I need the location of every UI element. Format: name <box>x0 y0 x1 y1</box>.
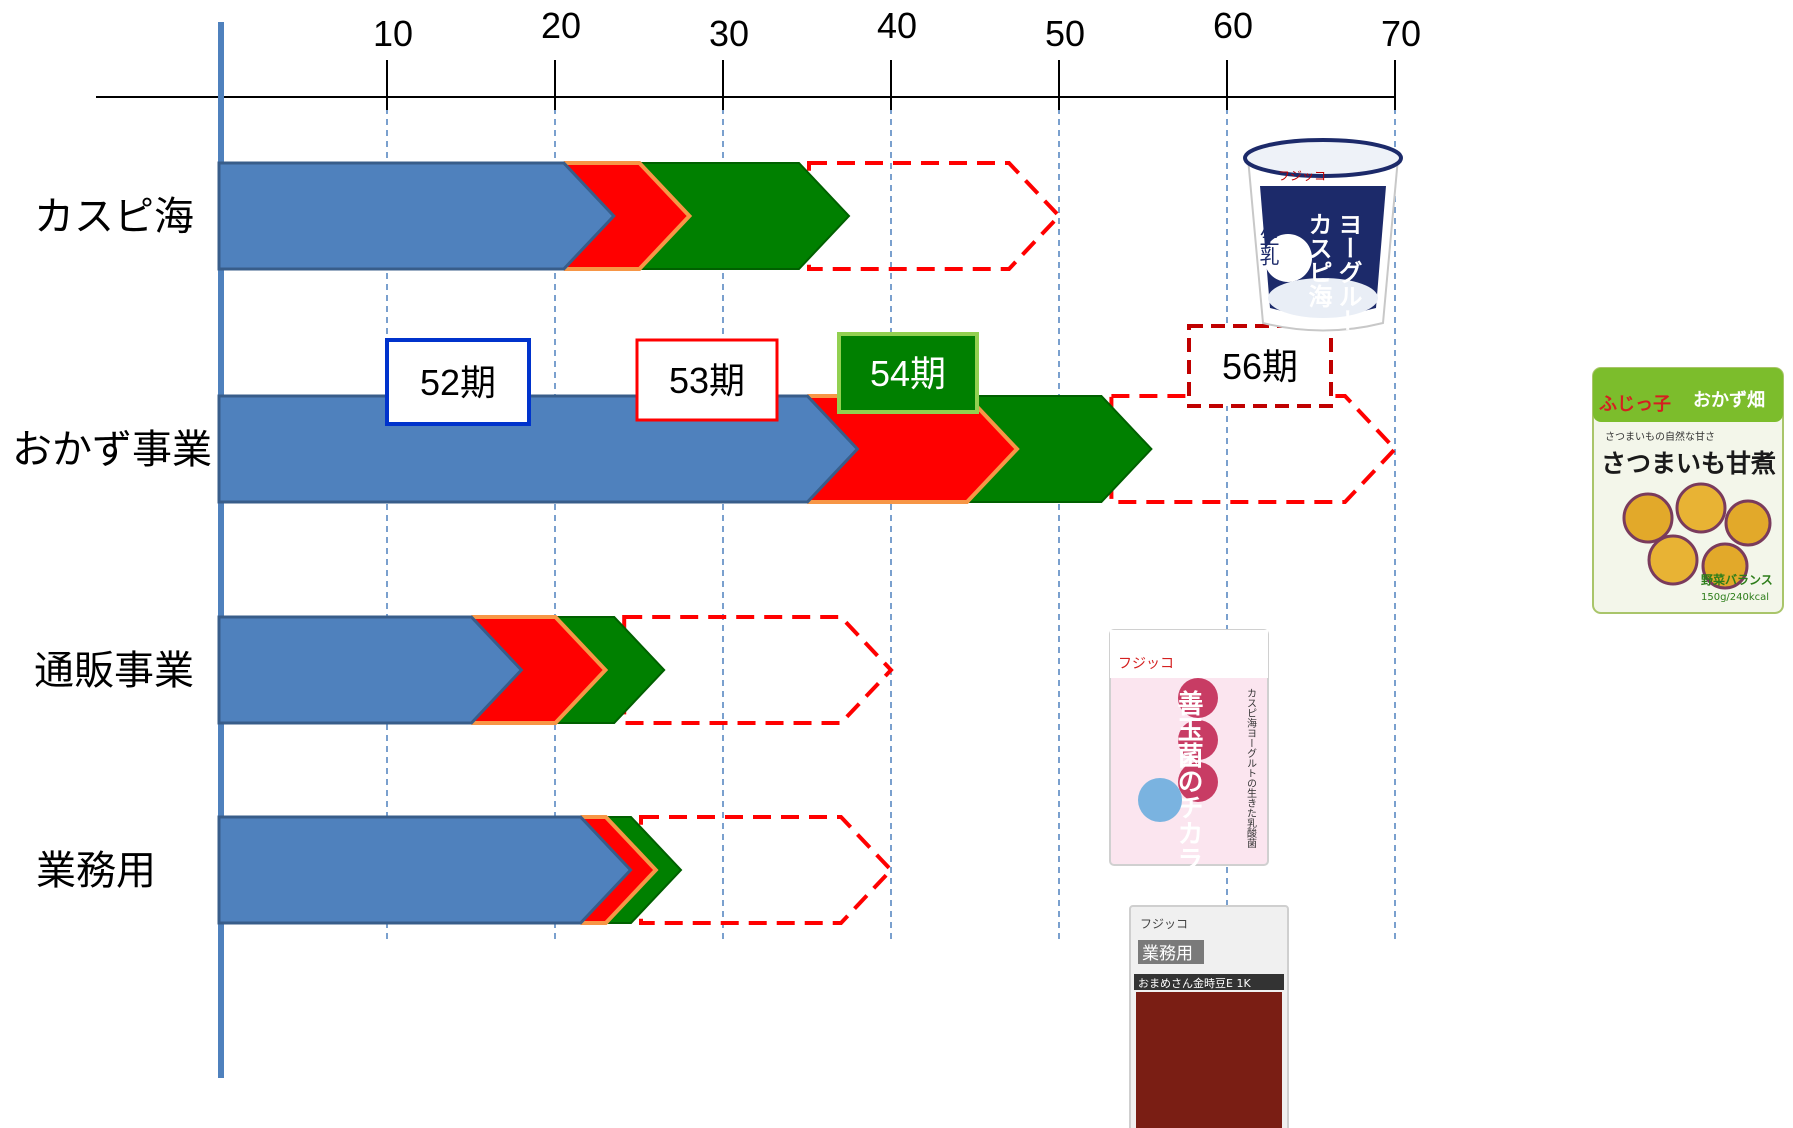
tick-label-20: 20 <box>541 5 581 46</box>
beans-pack-image: フジッコ 業務用 おまめさん金時豆E 1K <box>1129 905 1289 1128</box>
yogurt-title-text-2: ヨーグルト <box>1334 212 1362 332</box>
okazu-badge-text: おかず畑 <box>1693 390 1765 411</box>
category-label-0: カスピ海 <box>34 194 194 240</box>
legend-box-3 <box>1187 324 1333 408</box>
legend-box-0 <box>385 338 531 426</box>
yogurt-brand-text: フジッコ <box>1278 169 1326 183</box>
supplement-title-text: 善玉菌のチカラ <box>1173 689 1203 872</box>
bar-52-2 <box>217 615 524 725</box>
okazu-pack-image: ふじっ子 おかず畑 さつまいもの自然な甘さ さつまいも甘煮 野菜バランス 150… <box>1592 367 1784 614</box>
supplement-pack-image: フジッコ 善玉菌のチカラ カスピ海ヨーグルトの生きた乳酸菌 <box>1109 629 1269 872</box>
okazu-brand-text: ふじっ子 <box>1599 394 1671 415</box>
beans-brand-text: フジッコ <box>1140 917 1188 931</box>
bars <box>217 161 1398 925</box>
category-label-2: 通販事業 <box>34 648 194 694</box>
category-label-3: 業務用 <box>36 848 156 894</box>
legend-label-1: 53期 <box>669 360 745 401</box>
supplement-brand-text: フジッコ <box>1118 656 1174 672</box>
yogurt-sub-text: 生乳 <box>1256 226 1280 266</box>
legend-box-2 <box>837 332 979 414</box>
bar-52-0 <box>217 161 616 271</box>
okazu-weight-text: 150g/240kcal <box>1701 592 1769 603</box>
x-axis: 10 20 30 40 50 60 70 <box>96 5 1421 1078</box>
tick-label-50: 50 <box>1045 13 1085 54</box>
bar-52-1 <box>217 394 860 504</box>
legend-box-1 <box>635 338 779 422</box>
legend-label-3: 56期 <box>1222 346 1298 387</box>
bar-52-3 <box>217 815 633 925</box>
yogurt-title-text: カスピ海 <box>1304 212 1332 308</box>
legend-label-2: 54期 <box>870 353 946 394</box>
tick-label-30: 30 <box>709 13 749 54</box>
beans-label-text: おまめさん金時豆E 1K <box>1138 976 1251 990</box>
yogurt-cup-image: フジッコ カスピ海 ヨーグルト 生乳 <box>1243 138 1403 332</box>
legend-label-0: 52期 <box>420 362 496 403</box>
okazu-title-text: さつまいも甘煮 <box>1601 449 1776 478</box>
category-label-1: おかず事業 <box>12 427 212 473</box>
legend: 52期 53期 54期 56期 <box>385 324 1333 426</box>
tick-label-10: 10 <box>373 13 413 54</box>
beans-badge-text: 業務用 <box>1142 944 1193 964</box>
tick-label-60: 60 <box>1213 5 1253 46</box>
supplement-sub-text: カスピ海ヨーグルトの生きた乳酸菌 <box>1245 688 1257 849</box>
okazu-bottom-text: 野菜バランス <box>1701 572 1773 587</box>
okazu-note-text: さつまいもの自然な甘さ <box>1605 430 1715 443</box>
tick-label-70: 70 <box>1381 13 1421 54</box>
bar-56-1 <box>1109 394 1398 504</box>
tick-label-40: 40 <box>877 5 917 46</box>
